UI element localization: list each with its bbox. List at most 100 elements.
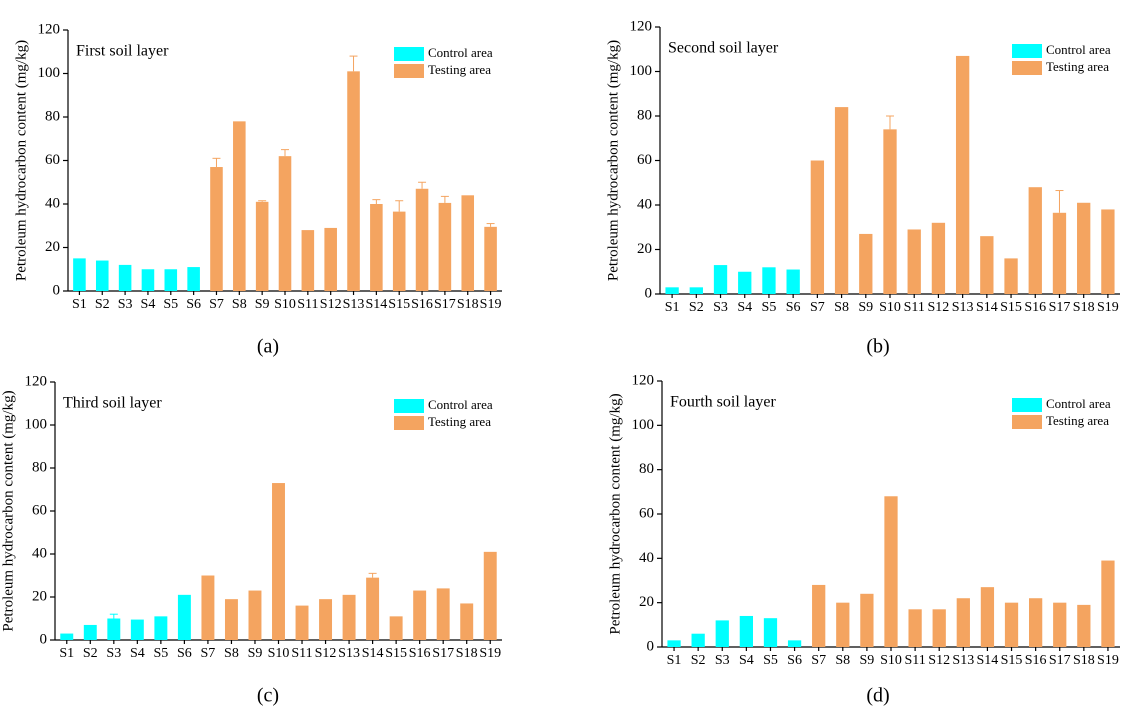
x-tick-label: S2 bbox=[689, 300, 704, 315]
legend-swatch bbox=[1012, 61, 1042, 75]
y-tick-label: 0 bbox=[40, 631, 48, 647]
x-tick-label: S19 bbox=[1097, 653, 1119, 668]
y-tick-label: 60 bbox=[637, 152, 652, 168]
x-tick-label: S14 bbox=[365, 297, 387, 312]
x-tick-label: S11 bbox=[904, 653, 925, 668]
bar bbox=[1004, 258, 1018, 294]
x-tick-label: S7 bbox=[201, 646, 216, 661]
bar bbox=[483, 551, 497, 640]
bar bbox=[1052, 212, 1067, 294]
x-tick-label: S6 bbox=[177, 646, 192, 661]
y-tick-label: 120 bbox=[630, 18, 653, 34]
y-tick-label: 0 bbox=[53, 282, 61, 298]
bar bbox=[883, 129, 897, 294]
x-tick-label: S15 bbox=[1001, 653, 1023, 668]
legend-label: Testing area bbox=[1046, 413, 1109, 428]
bar bbox=[1028, 187, 1042, 294]
y-tick-label: 80 bbox=[32, 459, 47, 475]
x-tick-label: S13 bbox=[343, 297, 365, 312]
x-tick-label: S10 bbox=[879, 300, 901, 315]
y-tick-label: 100 bbox=[632, 417, 655, 433]
x-tick-label: S18 bbox=[1073, 300, 1095, 315]
x-tick-label: S14 bbox=[977, 653, 999, 668]
x-tick-label: S19 bbox=[1097, 300, 1119, 315]
bar bbox=[224, 599, 238, 640]
bar bbox=[1029, 598, 1043, 647]
bar bbox=[201, 575, 215, 640]
bar bbox=[738, 271, 752, 294]
x-tick-label: S19 bbox=[479, 646, 501, 661]
bar bbox=[763, 618, 778, 647]
bar bbox=[1004, 602, 1019, 647]
y-tick-label: 100 bbox=[630, 63, 653, 79]
bar bbox=[177, 594, 191, 640]
y-tick-label: 20 bbox=[637, 241, 652, 257]
x-tick-label: S18 bbox=[457, 297, 479, 312]
y-axis-label: Petroleum hydrocarbon content (mg/kg) bbox=[0, 390, 16, 631]
x-tick-label: S17 bbox=[432, 646, 454, 661]
bar bbox=[342, 594, 356, 640]
legend-label: Testing area bbox=[428, 62, 491, 77]
x-tick-label: S15 bbox=[385, 646, 407, 661]
y-tick-label: 60 bbox=[45, 152, 60, 168]
x-tick-label: S14 bbox=[362, 646, 384, 661]
x-tick-label: S16 bbox=[409, 646, 431, 661]
x-tick-label: S17 bbox=[1049, 653, 1071, 668]
bar bbox=[665, 287, 679, 294]
bar bbox=[739, 615, 753, 647]
y-tick-label: 40 bbox=[45, 195, 60, 211]
bar bbox=[812, 584, 826, 647]
bar bbox=[908, 609, 922, 647]
legend-swatch bbox=[394, 416, 424, 430]
bar bbox=[1101, 560, 1115, 647]
bar bbox=[413, 590, 427, 640]
x-tick-label: S5 bbox=[763, 653, 778, 668]
x-tick-label: S17 bbox=[434, 297, 456, 312]
x-tick-label: S7 bbox=[209, 297, 224, 312]
bar bbox=[884, 496, 898, 647]
bar bbox=[278, 156, 292, 291]
bar bbox=[834, 107, 849, 294]
x-tick-label: S3 bbox=[106, 646, 121, 661]
chart-title: Second soil layer bbox=[668, 40, 779, 57]
bar bbox=[95, 260, 109, 291]
y-tick-label: 0 bbox=[645, 285, 653, 301]
bar bbox=[713, 265, 728, 294]
y-tick-label: 20 bbox=[639, 594, 654, 610]
bar bbox=[187, 267, 200, 291]
bar bbox=[955, 55, 970, 294]
legend-swatch bbox=[394, 399, 424, 413]
x-tick-label: S9 bbox=[255, 297, 270, 312]
bar bbox=[255, 201, 269, 291]
x-tick-label: S5 bbox=[153, 646, 168, 661]
chart-title: Third soil layer bbox=[63, 395, 162, 412]
y-tick-label: 40 bbox=[639, 550, 654, 566]
x-tick-label: S12 bbox=[315, 646, 337, 661]
x-tick-label: S8 bbox=[232, 297, 247, 312]
y-axis-label: Petroleum hydrocarbon content (mg/kg) bbox=[605, 40, 621, 281]
bar bbox=[141, 269, 155, 291]
x-tick-label: S12 bbox=[928, 300, 950, 315]
x-tick-label: S12 bbox=[320, 297, 342, 312]
bar bbox=[60, 633, 74, 640]
y-tick-label: 60 bbox=[32, 502, 47, 518]
y-tick-label: 80 bbox=[639, 461, 654, 477]
x-tick-label: S2 bbox=[95, 297, 110, 312]
bar bbox=[107, 618, 121, 640]
x-tick-label: S8 bbox=[224, 646, 239, 661]
y-tick-label: 80 bbox=[45, 108, 60, 124]
bar bbox=[1053, 602, 1067, 647]
y-tick-label: 40 bbox=[637, 196, 652, 212]
x-tick-label: S6 bbox=[186, 297, 201, 312]
x-tick-label: S16 bbox=[1024, 300, 1046, 315]
bar bbox=[787, 640, 802, 647]
bar bbox=[715, 620, 729, 647]
bar bbox=[248, 590, 262, 640]
x-tick-label: S7 bbox=[811, 653, 826, 668]
bar bbox=[762, 267, 776, 294]
x-tick-label: S4 bbox=[739, 653, 754, 668]
bar bbox=[392, 211, 406, 291]
bar bbox=[436, 588, 450, 640]
bar bbox=[980, 236, 994, 294]
